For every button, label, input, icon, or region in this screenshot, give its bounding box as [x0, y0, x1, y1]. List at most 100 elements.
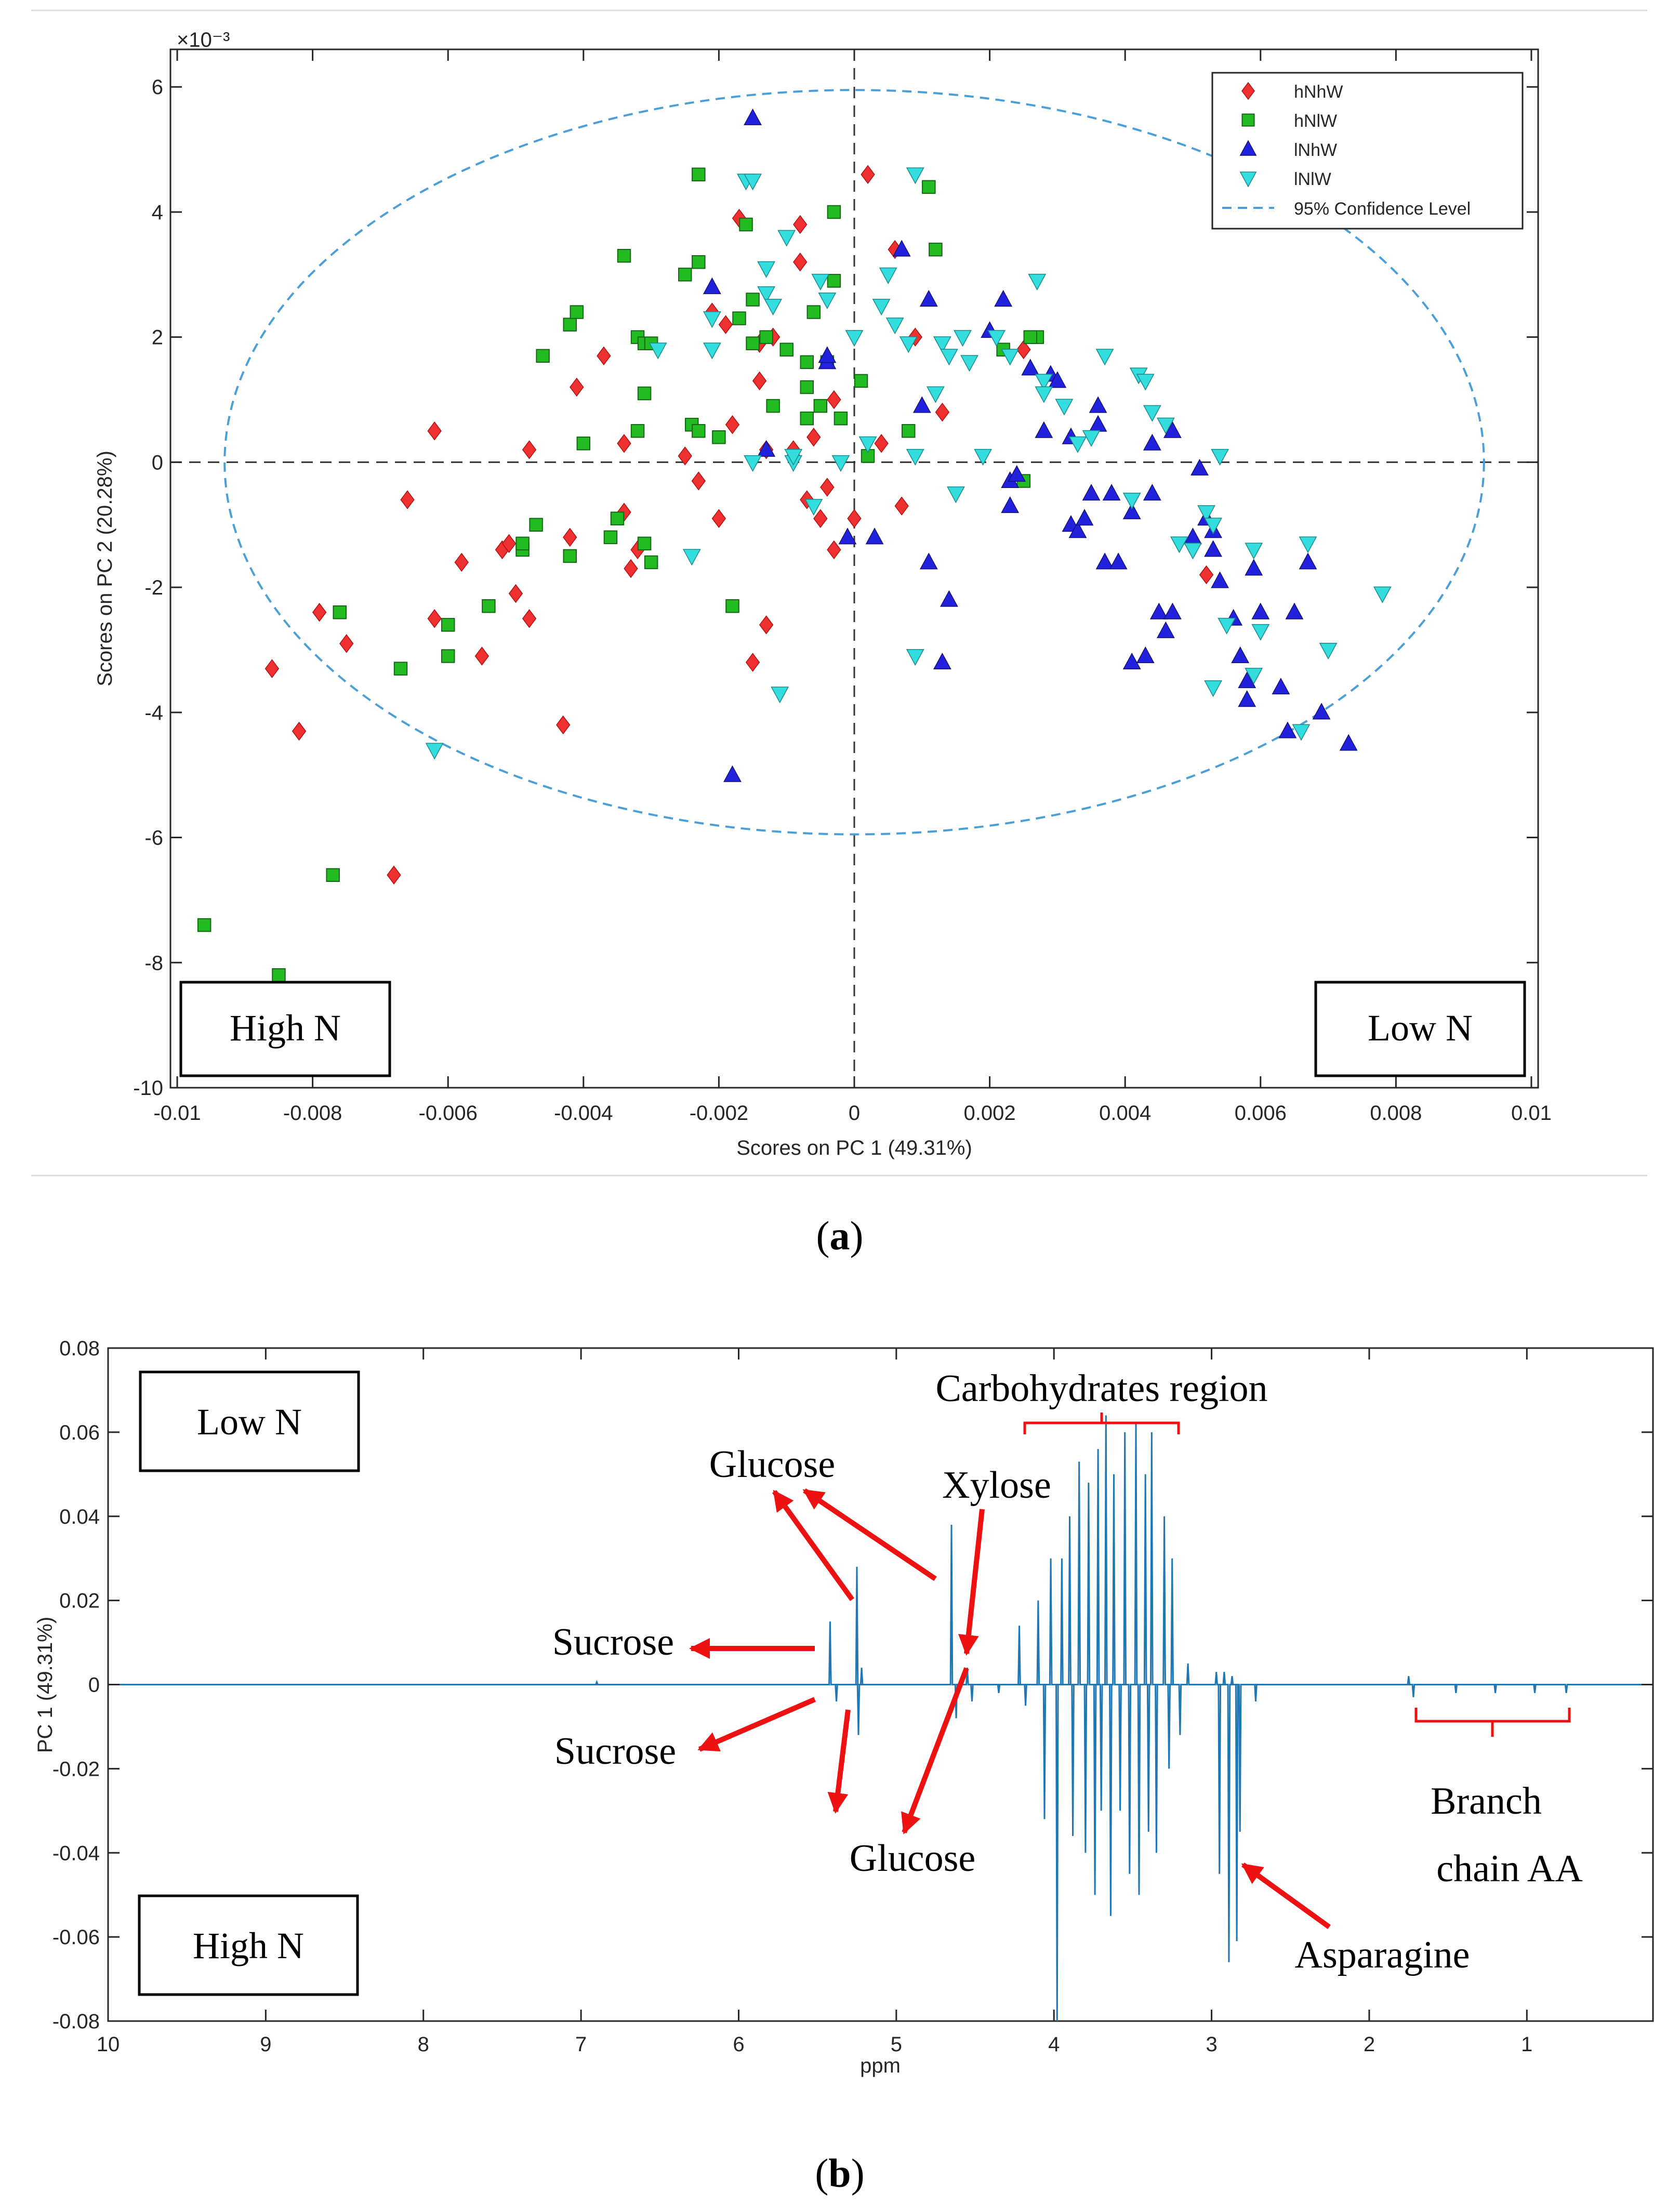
- y-axis-ticks: -10 -8 -6 -4 -2 0 2 4 6: [133, 76, 1538, 1100]
- point-lNhW: [1149, 602, 1168, 619]
- point-hNhW: [1016, 340, 1031, 359]
- y-tick-label: -6: [144, 827, 163, 850]
- label-asparagine: Asparagine: [1295, 1934, 1470, 1976]
- point-lNlW: [1001, 349, 1020, 366]
- x-axis-ticks: -0.01 -0.008 -0.006 -0.004 -0.002 0 0.002 0.004…: [153, 49, 1552, 1125]
- label-sucrose-top: Sucrose: [552, 1621, 674, 1664]
- x-tick-label: 0: [849, 1102, 860, 1125]
- point-hNhW: [570, 377, 584, 397]
- point-hNlW: [834, 411, 848, 426]
- y-tick-label-b: -0.06: [52, 1926, 100, 1949]
- point-hNlW: [746, 336, 760, 350]
- label-branch-chain-line2: chain AA: [1436, 1847, 1583, 1890]
- point-lNlW: [933, 336, 951, 353]
- point-hNlW: [692, 255, 706, 269]
- legend-label-lNhW: lNhW: [1294, 140, 1337, 160]
- point-lNlW: [960, 355, 978, 372]
- zero-lines: [170, 49, 1538, 1088]
- point-hNhW: [454, 552, 469, 572]
- point-lNhW: [1082, 483, 1101, 501]
- point-hNlW: [617, 248, 631, 263]
- point-lNlW: [1035, 386, 1053, 403]
- point-lNlW: [703, 342, 721, 360]
- arrow-xylose: [958, 1509, 985, 1656]
- y-exponent-label: ×10⁻³: [177, 29, 230, 51]
- y-axis-label: Scores on PC 2 (20.28%): [94, 451, 116, 687]
- point-hNlW: [746, 293, 760, 307]
- point-lNlW: [1143, 405, 1161, 422]
- point-hNlW: [922, 180, 936, 194]
- point-hNlW: [197, 918, 211, 932]
- point-lNhW: [1089, 396, 1107, 413]
- label-carbohydrates-region: Carbohydrates region: [935, 1367, 1267, 1410]
- point-lNhW: [1211, 571, 1229, 588]
- point-lNhW: [818, 346, 837, 363]
- point-hNlW: [482, 599, 496, 613]
- point-lNhW: [940, 590, 958, 607]
- point-lNlW: [845, 330, 864, 347]
- point-hNlW: [800, 411, 814, 426]
- point-hNlW: [563, 549, 577, 563]
- point-lNhW: [1102, 483, 1121, 501]
- point-lNlW: [899, 336, 918, 353]
- point-lNlW: [682, 549, 701, 566]
- point-lNlW: [811, 273, 830, 291]
- point-hNhW: [597, 346, 611, 366]
- region-text-low-n-b: Low N: [197, 1401, 302, 1443]
- legend-entries: hNhW hNlW lNhW lNlW: [1239, 82, 1343, 189]
- region-box-low-n-b: [139, 1370, 360, 1472]
- legend-box: [1211, 72, 1524, 230]
- x-tick-label-b: 2: [1364, 2033, 1375, 2056]
- point-lNlW: [987, 330, 1006, 347]
- point-lNlW: [1292, 724, 1311, 741]
- legend-label-lNlW: lNlW: [1294, 169, 1331, 189]
- point-hNhW: [759, 615, 774, 635]
- point-lNhW: [1238, 690, 1256, 707]
- point-hNhW: [874, 434, 889, 453]
- point-lNhW: [1001, 496, 1020, 513]
- x-tick-label-b: 8: [418, 2033, 429, 2056]
- point-hNhW: [508, 584, 523, 603]
- point-lNlW: [858, 436, 877, 453]
- point-lNhW: [1122, 503, 1141, 520]
- point-lNlW: [885, 318, 904, 335]
- point-hNlW: [854, 374, 868, 388]
- point-lNhW: [919, 552, 938, 570]
- point-lNhW: [744, 108, 762, 125]
- point-lNlW: [1095, 349, 1114, 366]
- y-tick-label: -4: [144, 702, 163, 724]
- point-lNlW: [1373, 586, 1392, 603]
- point-lNlW: [649, 342, 667, 360]
- point-lNhW: [838, 527, 857, 545]
- point-lNlW: [1055, 399, 1074, 416]
- point-hNhW: [827, 540, 841, 560]
- point-lNhW: [757, 440, 776, 457]
- point-lNhW: [1278, 721, 1297, 738]
- x-tick-label: -0.006: [419, 1102, 478, 1125]
- point-hNhW: [711, 509, 726, 528]
- point-hNlW: [576, 437, 591, 451]
- y-tick-label: 6: [152, 76, 163, 99]
- point-hNhW: [427, 609, 442, 628]
- point-hNlW: [692, 167, 706, 181]
- point-hNhW: [861, 165, 875, 184]
- point-lNhW: [1143, 483, 1161, 501]
- point-lNhW: [1109, 552, 1128, 570]
- legend-label-hNlW: hNlW: [1294, 111, 1337, 131]
- pc1-loading-line: [108, 1415, 1653, 2022]
- point-lNhW: [1035, 421, 1053, 438]
- point-hNhW: [894, 496, 909, 516]
- point-hNhW: [501, 534, 517, 553]
- point-hNlW: [827, 274, 841, 288]
- point-lNlW: [954, 330, 972, 347]
- arrow-glucose-bottom-1: [827, 1709, 851, 1814]
- point-hNlW: [536, 349, 550, 363]
- point-hNlW: [603, 530, 618, 545]
- point-hNhW: [806, 427, 821, 447]
- point-lNlW: [818, 292, 837, 310]
- point-lNhW: [994, 289, 1013, 307]
- legend-swatch-lNlW: [1239, 171, 1257, 188]
- point-lNlW: [1204, 518, 1222, 535]
- point-lNlW: [1068, 436, 1087, 453]
